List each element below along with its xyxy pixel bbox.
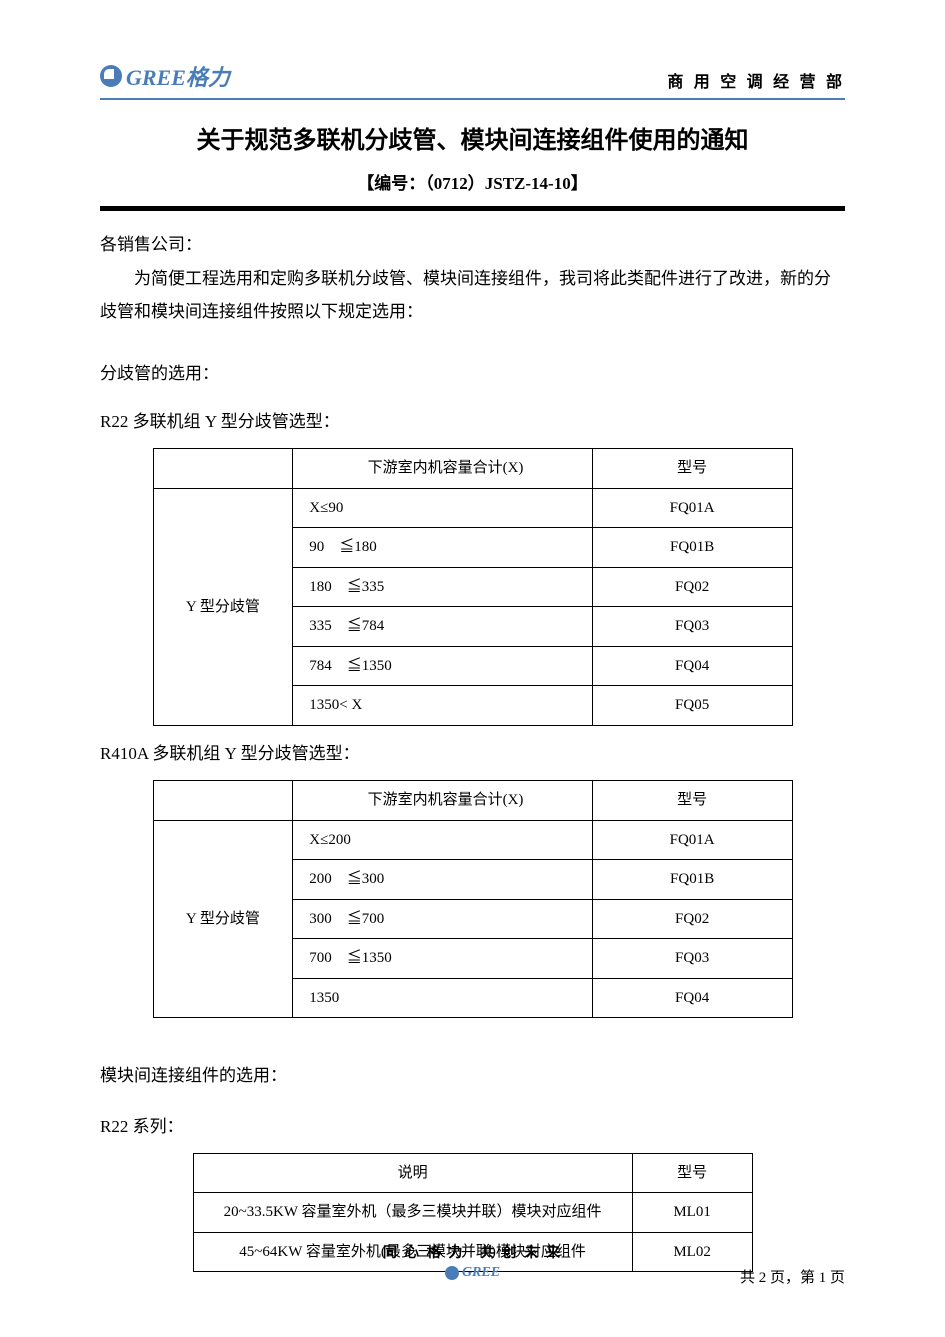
table1-rowlabel: Y 型分歧管 (153, 488, 293, 725)
table2-r4c2: FQ04 (592, 978, 792, 1018)
table3-r0c2: ML01 (632, 1193, 752, 1233)
table2-h1 (153, 781, 293, 821)
department-label: 商 用 空 调 经 营 部 (667, 68, 845, 92)
page-header: GREE格力 商 用 空 调 经 营 部 (100, 60, 845, 92)
footer-logo: GREE (445, 1265, 500, 1281)
table2-rowlabel: Y 型分歧管 (153, 820, 293, 1018)
table1-r4c2: FQ04 (592, 646, 792, 686)
table1-r3c1: 335 ≦784 (293, 607, 593, 647)
table2-r4c1: 1350 (293, 978, 593, 1018)
page-number: 共 2 页，第 1 页 (740, 1266, 845, 1287)
gree-logo: GREE格力 (100, 60, 230, 92)
table-r22-branch: 下游室内机容量合计(X) 型号 Y 型分歧管 X≤90 FQ01A 90 ≦18… (153, 448, 793, 726)
table-header-row: 下游室内机容量合计(X) 型号 (153, 449, 792, 489)
table-header-row: 说明 型号 (193, 1153, 752, 1193)
table1-r1c1: 90 ≦180 (293, 528, 593, 568)
table3-h1: 说明 (193, 1153, 632, 1193)
table1-r1c2: FQ01B (592, 528, 792, 568)
header-rule (100, 98, 845, 100)
table2-h2: 下游室内机容量合计(X) (293, 781, 593, 821)
table1-r0c1: X≤90 (293, 488, 593, 528)
table1-r5c1: 1350< X (293, 686, 593, 726)
table3-h2: 型号 (632, 1153, 752, 1193)
table2-r3c2: FQ03 (592, 939, 792, 979)
table2-r0c1: X≤200 (293, 820, 593, 860)
footer-slogan: 同 心 格 力 共 创 未 来 (100, 1242, 845, 1262)
table1-r2c2: FQ02 (592, 567, 792, 607)
section-branch-pipe: 分歧管的选用： (100, 358, 845, 390)
table2-caption: R410A 多联机组 Y 型分歧管选型： (100, 738, 845, 770)
table-r410a-branch: 下游室内机容量合计(X) 型号 Y 型分歧管 X≤200 FQ01A 200 ≦… (153, 780, 793, 1018)
table2-r2c2: FQ02 (592, 899, 792, 939)
table-row: Y 型分歧管 X≤90 FQ01A (153, 488, 792, 528)
table1-r0c2: FQ01A (592, 488, 792, 528)
table2-r0c2: FQ01A (592, 820, 792, 860)
table1-r4c1: 784 ≦1350 (293, 646, 593, 686)
page-footer: 同 心 格 力 共 创 未 来 GREE 共 2 页，第 1 页 (100, 1242, 845, 1287)
section-module-connector: 模块间连接组件的选用： (100, 1060, 845, 1092)
table2-r1c1: 200 ≦300 (293, 860, 593, 900)
table1-r3c2: FQ03 (592, 607, 792, 647)
footer-logo-text: GREE (462, 1265, 500, 1281)
table1-h2: 下游室内机容量合计(X) (293, 449, 593, 489)
table2-r2c1: 300 ≦700 (293, 899, 593, 939)
table2-h3: 型号 (592, 781, 792, 821)
table1-h3: 型号 (592, 449, 792, 489)
table1-caption: R22 多联机组 Y 型分歧管选型： (100, 406, 845, 438)
intro-paragraph: 为简便工程选用和定购多联机分歧管、模块间连接组件，我司将此类配件进行了改进，新的… (100, 263, 845, 328)
document-title: 关于规范多联机分歧管、模块间连接组件使用的通知 (100, 120, 845, 155)
document-number: 【编号：（0712）JSTZ-14-10】 (100, 169, 845, 194)
footer-logo-icon (445, 1266, 459, 1280)
table3-r0c1: 20~33.5KW 容量室外机（最多三模块并联）模块对应组件 (193, 1193, 632, 1233)
logo-text: GREE格力 (126, 60, 230, 92)
salutation: 各销售公司： (100, 229, 845, 261)
table1-r2c1: 180 ≦335 (293, 567, 593, 607)
table-row: 20~33.5KW 容量室外机（最多三模块并联）模块对应组件 ML01 (193, 1193, 752, 1233)
table1-h1 (153, 449, 293, 489)
table3-caption: R22 系列： (100, 1111, 845, 1143)
table2-r3c1: 700 ≦1350 (293, 939, 593, 979)
title-rule (100, 206, 845, 211)
table2-r1c2: FQ01B (592, 860, 792, 900)
table1-r5c2: FQ05 (592, 686, 792, 726)
table-header-row: 下游室内机容量合计(X) 型号 (153, 781, 792, 821)
gree-logo-icon (100, 65, 122, 87)
table-row: Y 型分歧管 X≤200 FQ01A (153, 820, 792, 860)
